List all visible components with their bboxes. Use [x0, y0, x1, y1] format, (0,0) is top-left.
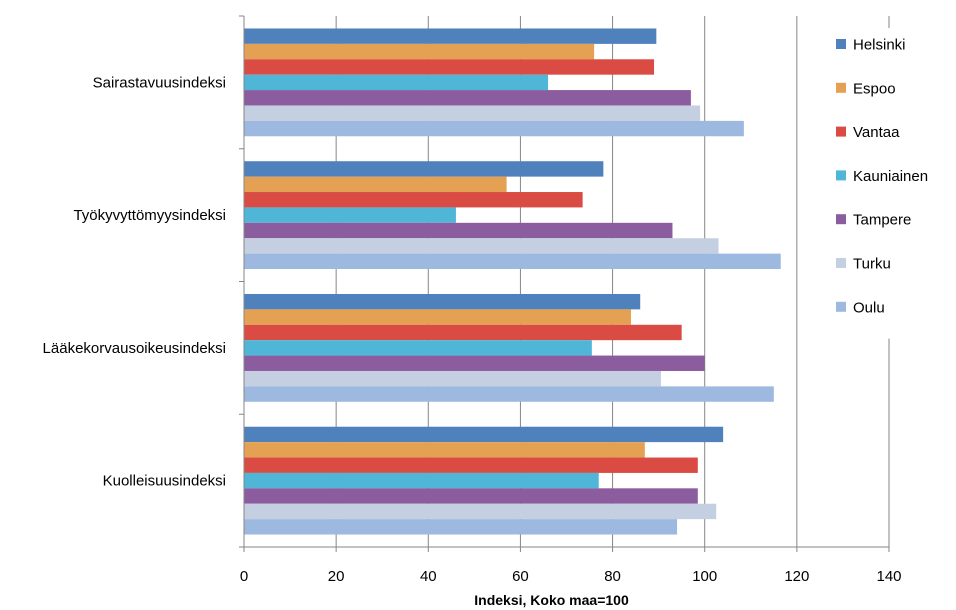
legend-swatch	[836, 39, 846, 49]
bar	[244, 238, 719, 254]
bar	[244, 457, 698, 473]
bar	[244, 355, 705, 371]
legend-swatch	[836, 170, 846, 181]
bar	[244, 370, 661, 387]
bar	[244, 442, 645, 458]
category-label: Sairastavuusindeksi	[93, 74, 226, 91]
legend-label: Turku	[853, 256, 891, 273]
legend-label: Kauniainen	[853, 168, 928, 185]
x-tick-label: 80	[604, 568, 621, 585]
bar	[244, 207, 456, 223]
bar	[244, 43, 595, 60]
bar	[244, 309, 631, 325]
legend-swatch	[836, 301, 846, 312]
bar	[244, 386, 774, 402]
category-label: Työkyvyttömyysindeksi	[73, 207, 226, 224]
legend-label: Oulu	[853, 299, 885, 316]
x-tick-labels: 0 20 40 60 80 100 120 140	[240, 547, 902, 585]
legend-background	[822, 28, 956, 339]
bar	[244, 105, 701, 121]
category-labels: Sairastavuusindeksi Työkyvyttömyysindeksi…	[43, 15, 244, 548]
legend-swatch	[836, 214, 846, 225]
x-tick-label: 140	[876, 568, 901, 585]
x-tick-label: 100	[692, 568, 717, 585]
bar	[244, 192, 583, 208]
legend-label: Tampere	[853, 212, 911, 229]
bar	[244, 59, 655, 75]
bar	[244, 472, 599, 489]
legend-swatch	[836, 82, 846, 93]
x-tick-label: 120	[784, 568, 809, 585]
bar	[244, 488, 698, 504]
bar	[244, 293, 641, 310]
x-tick-label: 20	[328, 568, 345, 585]
legend-swatch	[836, 126, 846, 137]
x-tick-label: 0	[240, 568, 248, 585]
category-label: Kuolleisuusindeksi	[103, 473, 226, 490]
bar	[244, 120, 744, 137]
bar	[244, 176, 507, 193]
legend-label: Espoo	[853, 80, 896, 97]
legend-label: Vantaa	[853, 124, 900, 141]
category-label: Lääkekorvausoikeusindeksi	[43, 340, 226, 357]
bar	[244, 503, 717, 520]
bar	[244, 324, 682, 341]
x-axis-title: Indeksi, Koko maa=100	[474, 592, 629, 608]
legend-label: Helsinki	[853, 37, 906, 54]
bar	[244, 74, 549, 91]
bar	[244, 222, 673, 239]
bar	[244, 426, 724, 443]
bar	[244, 28, 657, 44]
x-tick-label: 60	[512, 568, 529, 585]
bar	[244, 340, 592, 356]
legend: Helsinki Espoo Vantaa Kauniainen Tampere Turk…	[822, 28, 956, 339]
bar	[244, 90, 691, 106]
x-tick-label: 40	[420, 568, 437, 585]
bar	[244, 161, 604, 177]
bar	[244, 253, 781, 270]
bar	[244, 519, 678, 535]
legend-swatch	[836, 258, 846, 268]
bars	[244, 28, 781, 535]
